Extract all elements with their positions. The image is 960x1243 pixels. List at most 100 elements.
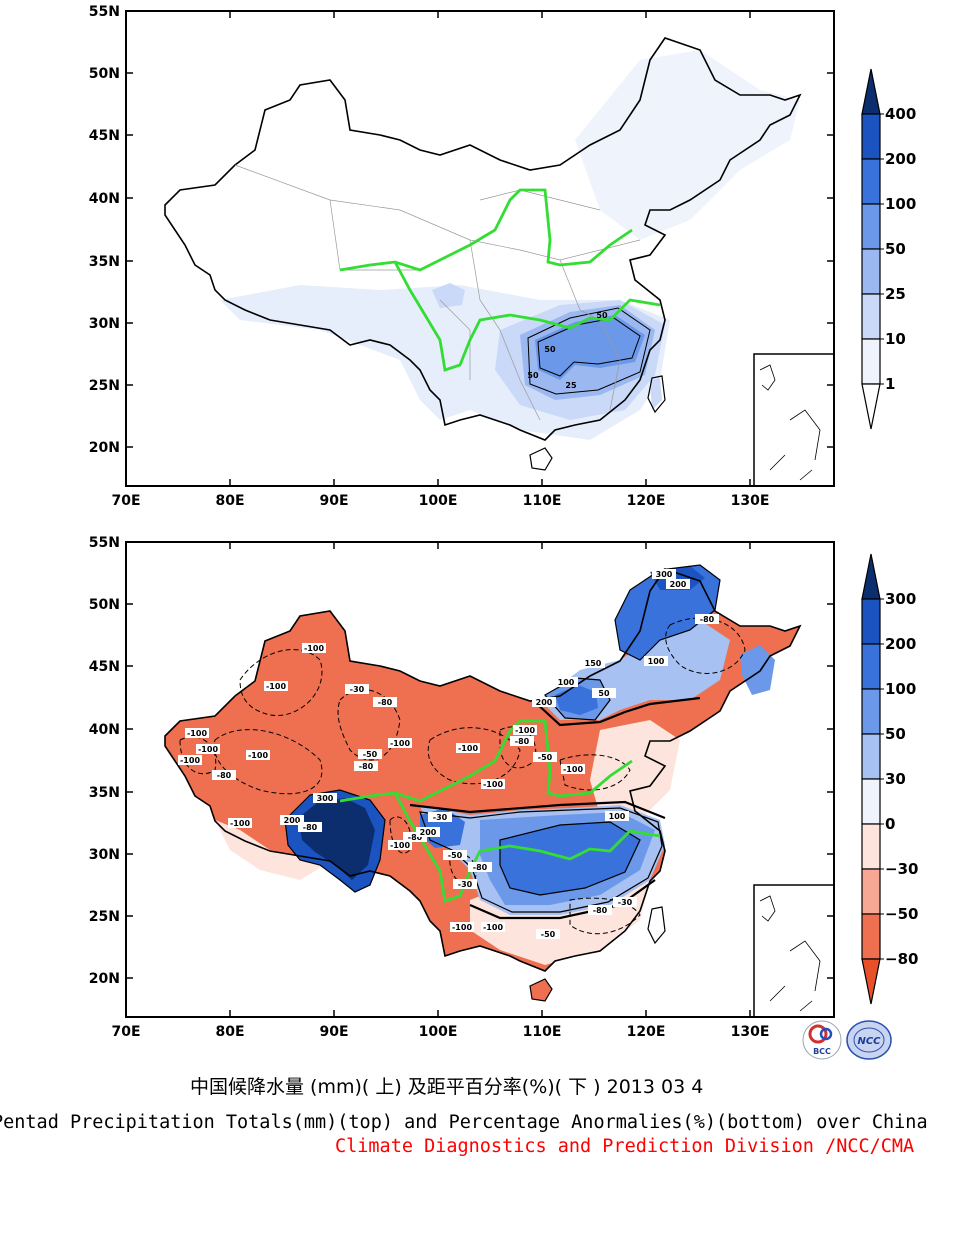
bottom-fill-tibet-300 — [298, 798, 375, 880]
top-lat-tick-label: 20N — [89, 440, 120, 456]
top-colorbar-label: 50 — [885, 240, 906, 258]
bottom-colorbar-label: 50 — [885, 725, 906, 743]
bottom-contour-label: -100 — [390, 739, 410, 748]
bottom-contour-labels: 300200-80100-100150100200-100-80-30-100-… — [178, 569, 719, 939]
bottom-lat-tick-label: 40N — [89, 722, 120, 738]
bottom-contour-label: -50 — [541, 930, 556, 939]
top-fill-taiwan — [650, 378, 662, 410]
top-lat-tick-label: 25N — [89, 378, 120, 394]
bottom-china-border — [164, 568, 802, 972]
bottom-lat-tick-label: 25N — [89, 909, 120, 925]
bottom-colorbar-swatch — [861, 778, 881, 825]
bottom-contour-label: 200 — [536, 698, 553, 707]
bottom-fill-pale-east — [590, 720, 680, 820]
top-taiwan-outline — [647, 375, 666, 414]
bottom-colorbar-label: 30 — [885, 770, 906, 788]
bottom-contour-label: -50 — [448, 851, 463, 860]
bottom-colorbar-label: 0 — [885, 815, 895, 833]
bottom-contour-label: -100 — [483, 780, 503, 789]
bottom-colorbar-swatch — [861, 688, 881, 735]
bottom-contour-label: -100 — [515, 726, 535, 735]
bottom-contour-label: -80 — [593, 906, 608, 915]
top-colorbar-label: 100 — [885, 195, 916, 213]
bottom-colorbar-swatch — [861, 823, 881, 870]
bottom-hainan — [529, 978, 553, 1002]
top-lon-tick-label: 100E — [419, 493, 458, 509]
bottom-contour-label: -100 — [248, 751, 268, 760]
top-colorbar-swatch — [861, 248, 881, 295]
bottom-contour-label: 150 — [585, 659, 602, 668]
bottom-colorbar-swatch — [861, 913, 881, 960]
bottom-contour-label: -80 — [408, 833, 423, 842]
bottom-contour-label: 200 — [670, 580, 687, 589]
top-lat-tick-label: 45N — [89, 128, 120, 144]
bottom-lat-tick-label: 30N — [89, 847, 120, 863]
bottom-contour-label: -100 — [180, 756, 200, 765]
ncc-logo: NCC — [846, 1020, 892, 1060]
bottom-contour-label: -100 — [266, 682, 286, 691]
top-lon-tick-label: 70E — [111, 493, 140, 509]
bottom-contour-label: -30 — [458, 880, 473, 889]
bottom-contour-label: 200 — [420, 828, 437, 837]
top-lon-tick-label: 80E — [215, 493, 244, 509]
bottom-taiwan-outline — [647, 906, 666, 945]
top-colorbar-swatch — [861, 338, 881, 385]
bottom-contour-label: -100 — [187, 729, 207, 738]
bottom-colorbar-label: −80 — [885, 950, 918, 968]
bottom-lon-tick-label: 120E — [627, 1024, 666, 1040]
top-colorbar-swatch — [861, 293, 881, 340]
caption-organization: Climate Diagnostics and Prediction Divis… — [335, 1136, 915, 1157]
bottom-lon-tick-label: 130E — [731, 1024, 770, 1040]
bottom-contour-label: -100 — [483, 923, 503, 932]
bottom-contour-label: 100 — [648, 657, 665, 666]
bottom-contour-label: -80 — [378, 698, 393, 707]
top-colorbar-swatch — [861, 113, 881, 160]
bottom-colorbar-label: 300 — [885, 590, 916, 608]
bottom-contour-label: 100 — [558, 678, 575, 687]
bottom-lat-tick-label: 50N — [89, 597, 120, 613]
top-colorbar-arrow-bottom — [861, 383, 881, 430]
bottom-contour-label: -30 — [618, 898, 633, 907]
bottom-contour-label: -80 — [700, 615, 715, 624]
bottom-contour-label: -100 — [390, 841, 410, 850]
bottom-colorbar-swatch — [861, 868, 881, 915]
top-lat-tick-label: 35N — [89, 254, 120, 270]
caption-english: Pentad Precipitation Totals(mm)(top) and… — [0, 1112, 928, 1133]
top-yangtze-river — [393, 261, 661, 372]
top-colorbar-arrow-top — [861, 68, 881, 115]
top-inset-scs — [753, 353, 834, 486]
bottom-contour-label: -100 — [563, 765, 583, 774]
bottom-contour-label: -100 — [230, 819, 250, 828]
top-colorbar-label: 200 — [885, 150, 916, 168]
top-hainan — [529, 447, 553, 471]
caption-chinese: 中国候降水量 (mm)( 上) 及距平百分率(%)( 下 ) 2013 03 4 — [190, 1076, 704, 1098]
top-colorbar: 400 200 100 50 25 10 1 — [861, 68, 916, 430]
top-lat-tick-label: 50N — [89, 66, 120, 82]
bottom-colorbar-arrow-top — [861, 553, 881, 600]
top-lon-tick-label: 110E — [523, 493, 562, 509]
bottom-contour-label: 50 — [598, 689, 610, 698]
bottom-fill-ne-north — [615, 565, 720, 660]
top-fill-northeast — [575, 50, 800, 240]
top-contour-50 — [537, 317, 641, 377]
bottom-contour-label: 300 — [317, 794, 334, 803]
bottom-contour-label: -80 — [473, 863, 488, 872]
top-precipitation-map: 50 50 50 25 70E 80E 90E 100E 110E 120E 130E 55N 50N… — [89, 4, 917, 509]
bottom-fill-ne-east — [740, 645, 775, 695]
top-contour-label: 50 — [527, 371, 539, 380]
top-yellow-river — [339, 188, 633, 272]
bottom-lat-tick-label: 45N — [89, 659, 120, 675]
top-province-lines — [234, 164, 641, 421]
bottom-colorbar-arrow-bottom — [861, 958, 881, 1005]
top-lat-tick-label: 55N — [89, 4, 120, 20]
bottom-contour-label: 100 — [609, 812, 626, 821]
bottom-contour-label: -80 — [303, 823, 318, 832]
top-contour-25 — [527, 307, 651, 395]
bcc-logo-text: BCC — [813, 1047, 831, 1056]
top-lon-tick-label: 90E — [319, 493, 348, 509]
top-contour-label: 25 — [565, 381, 577, 390]
bottom-lat-tick-label: 20N — [89, 971, 120, 987]
bottom-contour-label: -80 — [515, 737, 530, 746]
bottom-colorbar-label: −50 — [885, 905, 918, 923]
bottom-colorbar-label: 100 — [885, 680, 916, 698]
